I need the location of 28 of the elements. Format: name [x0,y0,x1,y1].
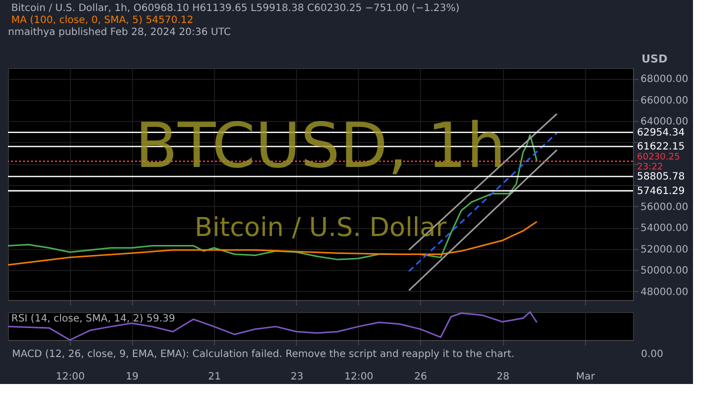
ref-line-label: 61622.15 [637,142,685,153]
y-tick-label: 56000.00 [640,202,688,213]
y-axis-title: USD [642,52,668,66]
x-tick-label: 21 [208,372,221,382]
x-tick-label: 26 [414,372,427,382]
text: MACD (12, 26, close, 9, EMA, EMA): Calculation failed. Remove the script and reapply it to the chart. [12,349,514,360]
x-tick-label: 12:00 [344,372,374,382]
text: 0.00 [641,349,664,360]
x-tick-label: 12:00 [56,372,85,382]
x-tick-label: 28 [496,372,510,382]
ref-line-label: 60230.25 23:22 [637,152,680,172]
x-tick-label: Mar [576,372,596,382]
y-tick-label: 64000.00 [640,116,688,128]
text: nmaithya published Feb 28, 2024 20:36 UTC [8,27,231,38]
chart-title: RSI (14, close, SMA, 14, 2) 59.39 [11,313,176,324]
x-tick-label: 19 [126,372,138,382]
chart-title: Bitcoin / U.S. Dollar, 1h, O60968.10 H61139.65 L59918.38 C60230.25 −751.00 (−1.23%) [11,3,460,14]
x-tick-label: 23 [290,372,304,382]
ref-line-label: 58805.78 [637,171,685,182]
chart-subtitle: MA (100, close, 0, SMA, 5) 54570.12 [11,15,194,26]
ref-line-label: 57461.29 [637,186,685,197]
y-tick-label: 52000.00 [640,244,688,256]
y-tick-label: 50000.00 [640,266,688,277]
ref-line-label: 62954.34 [637,127,685,138]
y-tick-label: 68000.00 [640,74,688,86]
y-tick-label: 48000.00 [640,286,688,298]
y-tick-label: 66000.00 [640,95,688,106]
y-tick-label: 54000.00 [640,223,688,234]
